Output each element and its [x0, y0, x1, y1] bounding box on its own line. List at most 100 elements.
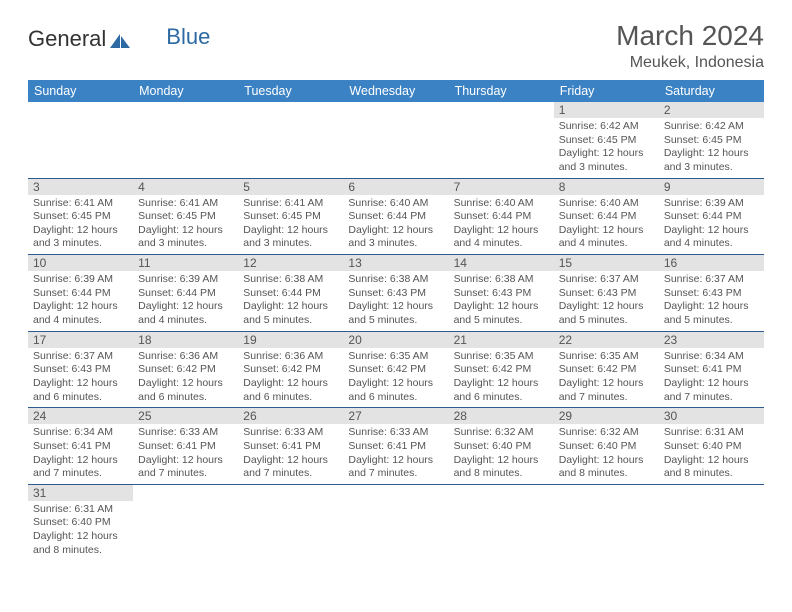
sunrise-text: Sunrise: 6:38 AM — [454, 273, 549, 287]
calendar-head: SundayMondayTuesdayWednesdayThursdayFrid… — [28, 80, 764, 102]
calendar-empty — [238, 102, 343, 178]
location: Meukek, Indonesia — [616, 54, 764, 72]
sunrise-text: Sunrise: 6:34 AM — [664, 350, 759, 364]
daylight-text: Daylight: 12 hours and 6 minutes. — [243, 377, 338, 404]
sunset-text: Sunset: 6:44 PM — [559, 210, 654, 224]
daylight-text: Daylight: 12 hours and 3 minutes. — [664, 147, 759, 174]
calendar-week: 10Sunrise: 6:39 AMSunset: 6:44 PMDayligh… — [28, 255, 764, 332]
daylight-text: Daylight: 12 hours and 7 minutes. — [138, 454, 233, 481]
day-info: Sunrise: 6:35 AMSunset: 6:42 PMDaylight:… — [343, 348, 448, 408]
day-number: 13 — [343, 255, 448, 271]
day-number: 2 — [659, 102, 764, 118]
day-number: 20 — [343, 332, 448, 348]
daylight-text: Daylight: 12 hours and 8 minutes. — [664, 454, 759, 481]
day-info: Sunrise: 6:38 AMSunset: 6:43 PMDaylight:… — [343, 271, 448, 331]
calendar-empty — [343, 102, 448, 178]
sunset-text: Sunset: 6:42 PM — [243, 363, 338, 377]
sunset-text: Sunset: 6:42 PM — [454, 363, 549, 377]
day-number: 25 — [133, 408, 238, 424]
calendar-day: 2Sunrise: 6:42 AMSunset: 6:45 PMDaylight… — [659, 102, 764, 178]
calendar-day: 1Sunrise: 6:42 AMSunset: 6:45 PMDaylight… — [554, 102, 659, 178]
day-number: 29 — [554, 408, 659, 424]
calendar-day: 19Sunrise: 6:36 AMSunset: 6:42 PMDayligh… — [238, 331, 343, 408]
day-info: Sunrise: 6:31 AMSunset: 6:40 PMDaylight:… — [659, 424, 764, 484]
calendar-day: 25Sunrise: 6:33 AMSunset: 6:41 PMDayligh… — [133, 408, 238, 485]
calendar-day: 29Sunrise: 6:32 AMSunset: 6:40 PMDayligh… — [554, 408, 659, 485]
sunset-text: Sunset: 6:40 PM — [454, 440, 549, 454]
calendar-day: 23Sunrise: 6:34 AMSunset: 6:41 PMDayligh… — [659, 331, 764, 408]
day-info: Sunrise: 6:39 AMSunset: 6:44 PMDaylight:… — [28, 271, 133, 331]
sunset-text: Sunset: 6:41 PM — [138, 440, 233, 454]
sunset-text: Sunset: 6:44 PM — [348, 210, 443, 224]
day-info: Sunrise: 6:32 AMSunset: 6:40 PMDaylight:… — [554, 424, 659, 484]
calendar-day: 27Sunrise: 6:33 AMSunset: 6:41 PMDayligh… — [343, 408, 448, 485]
day-info: Sunrise: 6:31 AMSunset: 6:40 PMDaylight:… — [28, 501, 133, 561]
daylight-text: Daylight: 12 hours and 3 minutes. — [243, 224, 338, 251]
day-number: 3 — [28, 179, 133, 195]
calendar-table: SundayMondayTuesdayWednesdayThursdayFrid… — [28, 80, 764, 560]
day-number: 27 — [343, 408, 448, 424]
calendar-empty — [449, 102, 554, 178]
calendar-empty — [343, 484, 448, 560]
calendar-day: 5Sunrise: 6:41 AMSunset: 6:45 PMDaylight… — [238, 178, 343, 255]
sunrise-text: Sunrise: 6:41 AM — [33, 197, 128, 211]
calendar-empty — [133, 102, 238, 178]
day-info: Sunrise: 6:41 AMSunset: 6:45 PMDaylight:… — [133, 195, 238, 255]
dayname-header: Wednesday — [343, 80, 448, 102]
calendar-week: 3Sunrise: 6:41 AMSunset: 6:45 PMDaylight… — [28, 178, 764, 255]
calendar-day: 10Sunrise: 6:39 AMSunset: 6:44 PMDayligh… — [28, 255, 133, 332]
daylight-text: Daylight: 12 hours and 7 minutes. — [33, 454, 128, 481]
sunrise-text: Sunrise: 6:36 AM — [138, 350, 233, 364]
calendar-empty — [659, 484, 764, 560]
sunrise-text: Sunrise: 6:40 AM — [559, 197, 654, 211]
day-info: Sunrise: 6:36 AMSunset: 6:42 PMDaylight:… — [238, 348, 343, 408]
calendar-day: 3Sunrise: 6:41 AMSunset: 6:45 PMDaylight… — [28, 178, 133, 255]
daylight-text: Daylight: 12 hours and 7 minutes. — [348, 454, 443, 481]
day-info: Sunrise: 6:32 AMSunset: 6:40 PMDaylight:… — [449, 424, 554, 484]
sunrise-text: Sunrise: 6:37 AM — [664, 273, 759, 287]
sunrise-text: Sunrise: 6:31 AM — [664, 426, 759, 440]
sunset-text: Sunset: 6:40 PM — [33, 516, 128, 530]
day-number: 11 — [133, 255, 238, 271]
sunset-text: Sunset: 6:41 PM — [33, 440, 128, 454]
day-info: Sunrise: 6:37 AMSunset: 6:43 PMDaylight:… — [659, 271, 764, 331]
sunset-text: Sunset: 6:42 PM — [348, 363, 443, 377]
dayname-header: Sunday — [28, 80, 133, 102]
day-info: Sunrise: 6:42 AMSunset: 6:45 PMDaylight:… — [554, 118, 659, 178]
calendar-day: 7Sunrise: 6:40 AMSunset: 6:44 PMDaylight… — [449, 178, 554, 255]
day-info: Sunrise: 6:41 AMSunset: 6:45 PMDaylight:… — [238, 195, 343, 255]
day-info: Sunrise: 6:35 AMSunset: 6:42 PMDaylight:… — [449, 348, 554, 408]
sunset-text: Sunset: 6:44 PM — [664, 210, 759, 224]
daylight-text: Daylight: 12 hours and 4 minutes. — [33, 300, 128, 327]
calendar-empty — [449, 484, 554, 560]
calendar-day: 6Sunrise: 6:40 AMSunset: 6:44 PMDaylight… — [343, 178, 448, 255]
daylight-text: Daylight: 12 hours and 3 minutes. — [33, 224, 128, 251]
sunset-text: Sunset: 6:41 PM — [243, 440, 338, 454]
day-info: Sunrise: 6:38 AMSunset: 6:44 PMDaylight:… — [238, 271, 343, 331]
sunset-text: Sunset: 6:44 PM — [243, 287, 338, 301]
daylight-text: Daylight: 12 hours and 3 minutes. — [348, 224, 443, 251]
day-number: 9 — [659, 179, 764, 195]
daylight-text: Daylight: 12 hours and 5 minutes. — [348, 300, 443, 327]
calendar-day: 18Sunrise: 6:36 AMSunset: 6:42 PMDayligh… — [133, 331, 238, 408]
sunset-text: Sunset: 6:45 PM — [138, 210, 233, 224]
daylight-text: Daylight: 12 hours and 5 minutes. — [559, 300, 654, 327]
calendar-day: 30Sunrise: 6:31 AMSunset: 6:40 PMDayligh… — [659, 408, 764, 485]
day-number: 4 — [133, 179, 238, 195]
sunset-text: Sunset: 6:41 PM — [664, 363, 759, 377]
daylight-text: Daylight: 12 hours and 5 minutes. — [243, 300, 338, 327]
calendar-week: 1Sunrise: 6:42 AMSunset: 6:45 PMDaylight… — [28, 102, 764, 178]
sunset-text: Sunset: 6:44 PM — [138, 287, 233, 301]
header: General Blue March 2024 Meukek, Indonesi… — [28, 20, 764, 72]
calendar-day: 21Sunrise: 6:35 AMSunset: 6:42 PMDayligh… — [449, 331, 554, 408]
daylight-text: Daylight: 12 hours and 7 minutes. — [243, 454, 338, 481]
logo-sail-icon — [108, 32, 132, 50]
calendar-day: 11Sunrise: 6:39 AMSunset: 6:44 PMDayligh… — [133, 255, 238, 332]
daylight-text: Daylight: 12 hours and 7 minutes. — [664, 377, 759, 404]
title-block: March 2024 Meukek, Indonesia — [616, 20, 764, 72]
day-info: Sunrise: 6:39 AMSunset: 6:44 PMDaylight:… — [659, 195, 764, 255]
calendar-week: 24Sunrise: 6:34 AMSunset: 6:41 PMDayligh… — [28, 408, 764, 485]
day-number: 30 — [659, 408, 764, 424]
day-number: 18 — [133, 332, 238, 348]
sunrise-text: Sunrise: 6:33 AM — [348, 426, 443, 440]
